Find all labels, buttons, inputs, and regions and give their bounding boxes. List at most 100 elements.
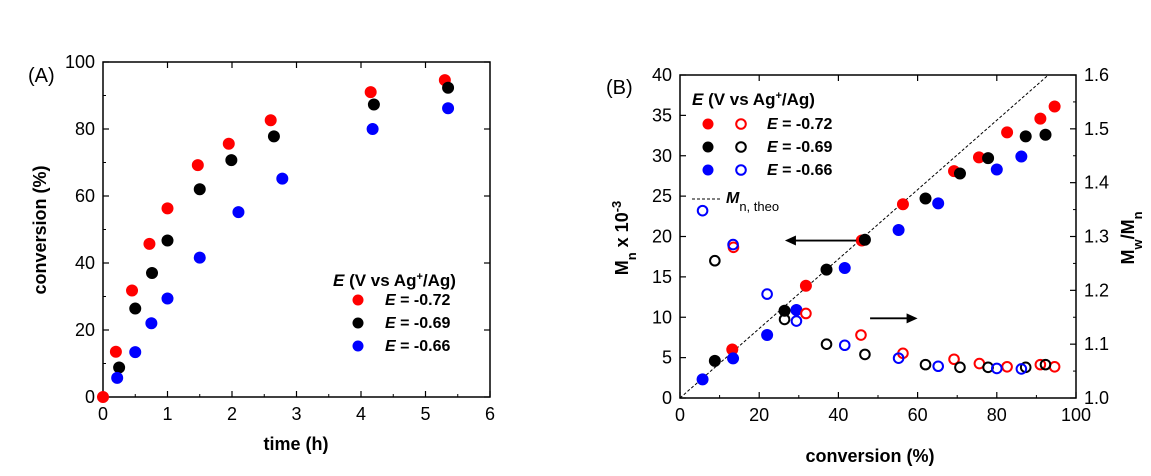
panel-b-label: (B) [606, 77, 633, 99]
data-point [442, 81, 455, 94]
y-tick-label: 0 [85, 387, 95, 407]
data-point [1015, 150, 1028, 163]
right-y-tick-label: 1.4 [1084, 173, 1109, 193]
legend-marker-filled [702, 164, 714, 176]
data-point-open [859, 348, 871, 361]
left-y-axis-title-text: Mn x 10-3 [609, 201, 639, 276]
data-point-open [1001, 360, 1013, 373]
y-tick-label: 80 [75, 119, 95, 139]
data-point [264, 114, 277, 127]
left-y-tick-label: 10 [652, 307, 672, 327]
data-point [727, 352, 740, 365]
data-point-open [892, 352, 905, 364]
legend-marker-open [735, 164, 747, 176]
x-tick-label: 80 [987, 405, 1007, 425]
data-point-open [820, 338, 833, 350]
data-point [953, 167, 966, 180]
data-point-open [948, 353, 960, 366]
panel-b-arrows [784, 235, 918, 324]
x-tick-label: 3 [291, 404, 301, 424]
legend-entry-label: E = -0.69 [767, 139, 832, 156]
left-y-tick-label: 25 [652, 186, 672, 206]
legend-title: E (V vs Ag+/Ag) [333, 271, 456, 290]
panel-b-left-y-axis-title: Mn x 10-3 [609, 201, 639, 276]
data-point-open [954, 361, 966, 374]
data-point [146, 267, 159, 280]
right-y-tick-label: 1.6 [1084, 65, 1109, 85]
data-point-open [790, 315, 803, 327]
data-point [367, 98, 380, 111]
data-point [143, 237, 156, 250]
legend-theo-label: Mn, theo [726, 190, 779, 214]
data-point [932, 197, 945, 210]
panel-a-data-points [97, 74, 455, 403]
data-point [364, 86, 377, 99]
data-point [126, 284, 139, 297]
panel-a-y-axis-title: conversion (%) [30, 165, 50, 294]
panel-a-x-axis-title: time (h) [264, 434, 329, 454]
data-point [1039, 128, 1052, 141]
arrow-left-head [784, 235, 796, 246]
right-y-tick-label: 1.5 [1084, 119, 1109, 139]
data-point [1034, 112, 1047, 125]
data-point-open [838, 339, 851, 352]
data-point [1001, 126, 1014, 139]
panel-b-left-y-ticks: 0 5 10 15 20 25 30 35 40 [652, 65, 686, 408]
data-point [761, 329, 774, 342]
y-tick-label: 40 [75, 253, 95, 273]
data-point [276, 172, 289, 185]
data-point [191, 159, 204, 172]
legend-entry-label: E = -0.66 [767, 162, 832, 179]
panel-a-chart: (A) time (h) conversion (%) 0 1 2 3 4 5 6 0 20 4… [28, 52, 495, 454]
x-tick-label: 100 [1061, 405, 1091, 425]
x-tick-label: 5 [420, 404, 430, 424]
arrow-right-head [906, 313, 918, 324]
x-tick-label: 6 [485, 404, 495, 424]
data-point [225, 154, 238, 167]
panel-b-right-y-axis-title: Mw/Mn [1118, 211, 1145, 264]
data-point [145, 317, 158, 330]
x-tick-label: 4 [356, 404, 366, 424]
left-y-tick-label: 5 [662, 348, 672, 368]
panel-b-x-ticks: 0 20 40 60 80 100 [675, 75, 1091, 425]
data-point [982, 152, 995, 165]
legend-marker [352, 294, 364, 306]
panel-b-data-points [696, 100, 1061, 386]
right-y-tick-label: 1.1 [1084, 334, 1109, 354]
x-tick-label: 1 [162, 404, 172, 424]
x-tick-label: 60 [908, 405, 928, 425]
data-point [442, 102, 455, 115]
data-point [896, 198, 909, 211]
x-tick-label: 0 [98, 404, 108, 424]
data-point [222, 137, 235, 150]
data-point [799, 279, 812, 292]
left-y-tick-label: 0 [662, 388, 672, 408]
data-point [97, 391, 109, 403]
data-point-open [1034, 358, 1047, 371]
data-point [708, 354, 721, 367]
data-point-open [800, 307, 812, 320]
legend-marker [352, 340, 364, 352]
y-tick-label: 60 [75, 186, 95, 206]
panel-b-legend: E (V vs Ag+/Ag) E = -0.72 E = -0.69 E = -0.… [692, 90, 832, 214]
data-point [161, 202, 174, 215]
x-tick-label: 2 [227, 404, 237, 424]
legend-entry-label: E = -0.66 [385, 338, 450, 355]
data-point [858, 233, 871, 246]
legend-entry-label: E = -0.72 [385, 292, 450, 309]
left-y-tick-label: 20 [652, 227, 672, 247]
data-point-open [727, 238, 739, 251]
data-point [990, 163, 1003, 176]
panel-b-frame [679, 74, 1077, 399]
left-y-tick-label: 30 [652, 146, 672, 166]
right-y-axis-title-text: Mw/Mn [1118, 211, 1145, 264]
panel-a-y-ticks: 0 20 40 60 80 100 [65, 52, 490, 407]
legend-marker-filled [702, 141, 714, 153]
data-point-open [932, 360, 944, 373]
data-point [111, 371, 124, 384]
right-y-tick-label: 1.3 [1084, 227, 1109, 247]
data-point [820, 263, 833, 276]
data-point [1019, 130, 1032, 143]
panel-b-x-axis-title: conversion (%) [805, 446, 934, 466]
